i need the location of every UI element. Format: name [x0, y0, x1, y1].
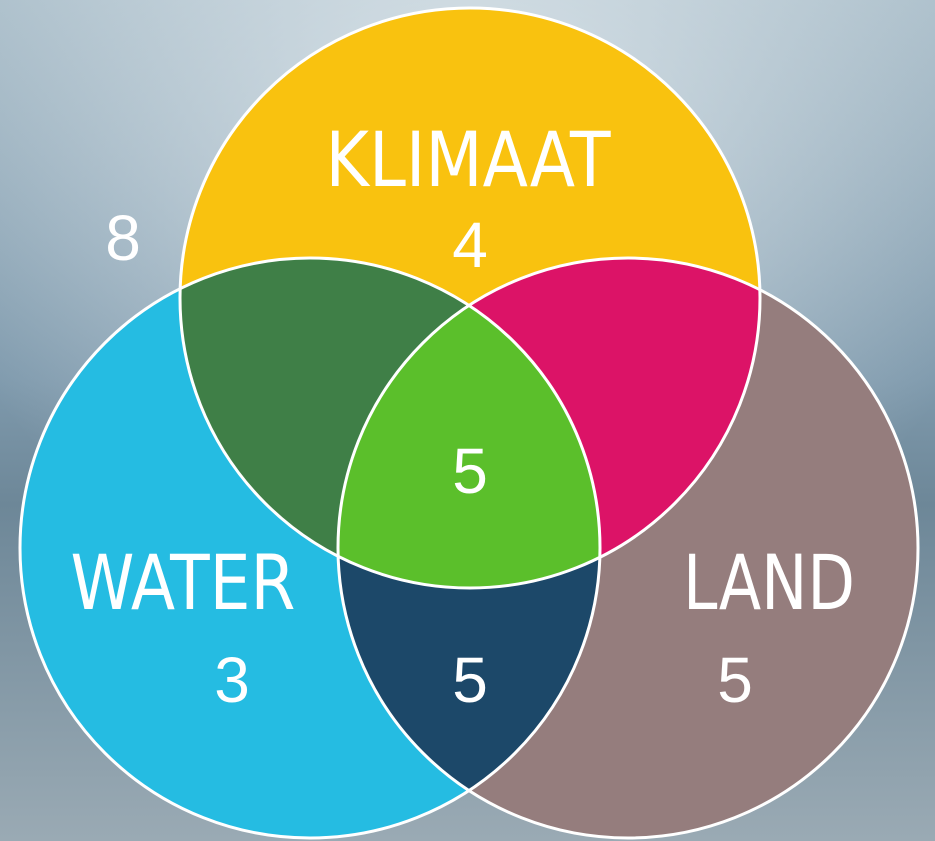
- set-label: WATER: [71, 538, 296, 627]
- overlap-value: 5: [452, 435, 488, 507]
- venn-diagram: KLIMAAT 4 8 WATER 3 LAND 5 5 5: [0, 0, 935, 841]
- overlap-value: 5: [452, 644, 488, 716]
- outside-value: 8: [105, 202, 141, 274]
- set-label: LAND: [683, 538, 855, 627]
- set-value: 5: [717, 644, 753, 716]
- set-value: 4: [452, 209, 488, 281]
- set-value: 3: [214, 644, 250, 716]
- set-label: KLIMAAT: [326, 115, 611, 204]
